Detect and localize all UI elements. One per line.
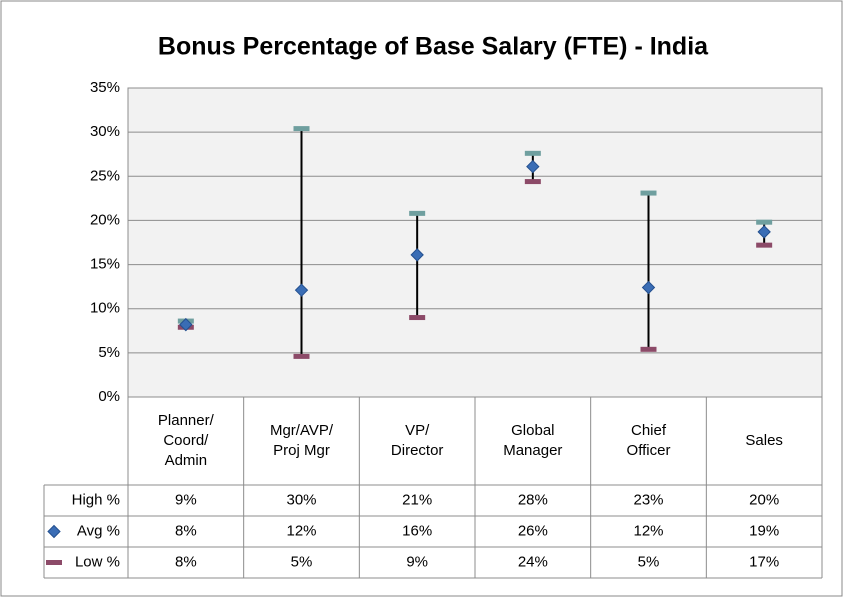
x-tick-label-line: Sales (745, 432, 783, 449)
x-tick-label-line: VP/ (405, 422, 430, 439)
point (409, 315, 426, 321)
table-cell: 12% (633, 522, 663, 539)
table-cell: 21% (402, 491, 432, 508)
table-cell: 20% (749, 491, 779, 508)
point (757, 225, 771, 239)
point (179, 317, 193, 332)
point (756, 219, 773, 225)
table-cell: 17% (749, 553, 779, 570)
point (409, 210, 426, 216)
x-tick-label-line: Officer (627, 442, 671, 459)
legend-label: Avg % (77, 522, 120, 539)
y-tick-label: 30% (90, 123, 120, 140)
x-tick-label-line: Director (391, 442, 444, 459)
table-cell: 19% (749, 522, 779, 539)
legend-label: Low % (75, 553, 120, 570)
plot-area (127, 87, 823, 398)
table-cell: 9% (175, 491, 197, 508)
x-tick-label-line: Proj Mgr (273, 442, 330, 459)
table-cell: 16% (402, 522, 432, 539)
chart-title: Bonus Percentage of Base Salary (FTE) - … (158, 33, 709, 61)
point (524, 150, 541, 156)
x-tick-label-line: Planner/ (158, 412, 215, 429)
point (410, 248, 424, 262)
x-tick-label-line: Mgr/AVP/ (270, 422, 334, 439)
point (641, 280, 656, 295)
x-tick-label-line: Chief (631, 422, 667, 439)
table-cell: 26% (518, 522, 548, 539)
table-cell: 8% (175, 553, 197, 570)
point (524, 179, 541, 185)
table-cell: 23% (633, 491, 663, 508)
x-tick-label: Mgr/AVP/Proj Mgr (270, 422, 334, 459)
point (293, 353, 310, 359)
x-tick-label-line: Global (511, 422, 554, 439)
legend-label: High % (72, 491, 120, 508)
point (640, 346, 657, 352)
table-cell: 12% (286, 522, 316, 539)
y-tick-label: 20% (90, 211, 120, 228)
table-cell: 5% (291, 553, 313, 570)
point (294, 283, 309, 297)
point (756, 242, 773, 248)
point (640, 190, 657, 196)
y-tick-label: 0% (98, 388, 120, 405)
x-tick-label-line: Admin (165, 452, 208, 469)
x-tick-label: Global Manager (503, 422, 562, 459)
x-tick-label-line: Coord/ (163, 432, 209, 449)
table-cell: 8% (175, 522, 197, 539)
x-tick-label: VP/Director (391, 422, 444, 459)
legend-key (47, 524, 61, 539)
x-tick-label: Sales (745, 432, 783, 449)
legend-key (46, 560, 62, 565)
y-tick-label: 35% (90, 79, 120, 96)
point (526, 159, 540, 174)
table-cell: 24% (518, 553, 548, 570)
table-cell: 5% (638, 553, 660, 570)
y-tick-label: 15% (90, 256, 120, 273)
y-tick-label: 25% (90, 167, 120, 184)
table-cell: 30% (286, 491, 316, 508)
y-tick-label: 10% (90, 300, 120, 317)
y-tick-label: 5% (98, 344, 120, 361)
x-tick-label: Planner/Coord/Admin (158, 412, 215, 469)
x-tick-label-line: Manager (503, 442, 562, 459)
point (293, 126, 310, 132)
table-cell: 28% (518, 491, 548, 508)
table-cell: 9% (406, 553, 428, 570)
x-tick-label: Chief Officer (627, 422, 671, 459)
